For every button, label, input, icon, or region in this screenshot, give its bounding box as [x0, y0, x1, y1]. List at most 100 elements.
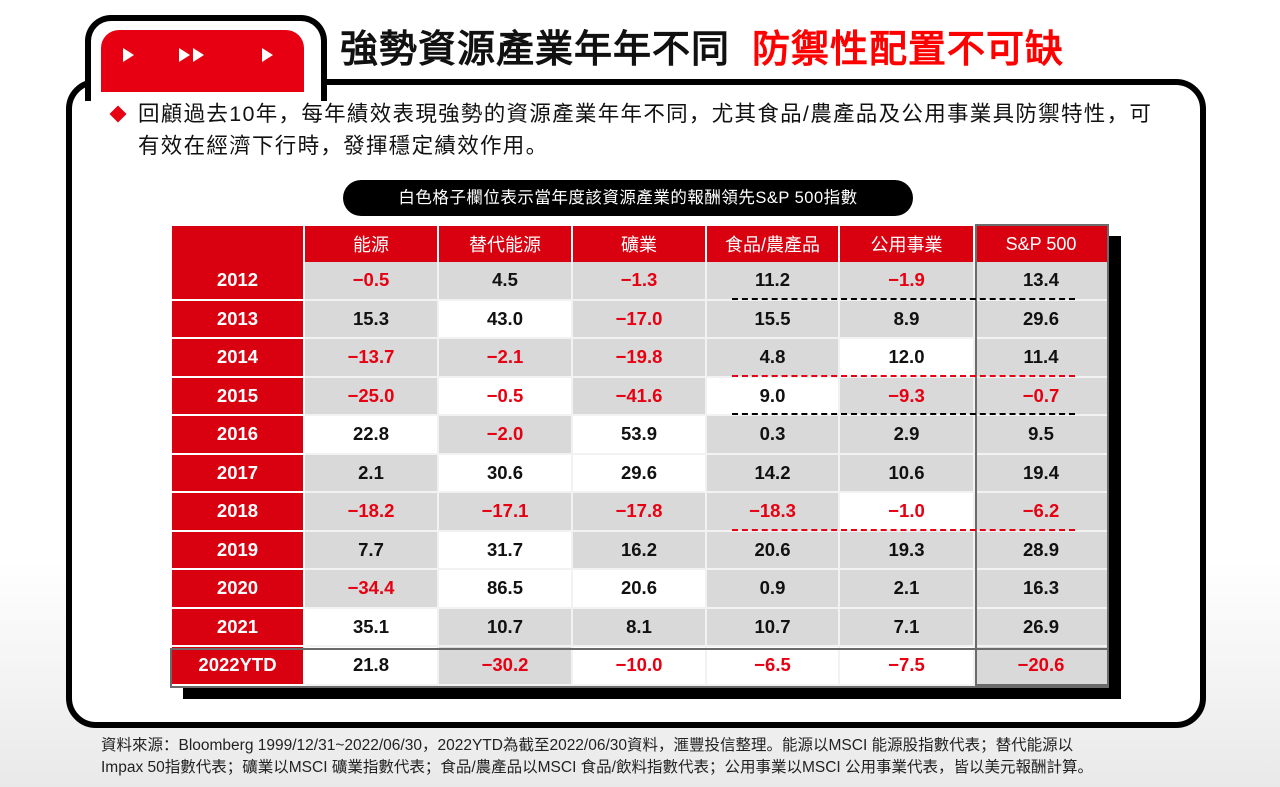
return-cell: 26.9	[975, 608, 1109, 647]
title-tab	[101, 30, 304, 92]
return-cell: 29.6	[573, 454, 707, 493]
footnote-line-2: Impax 50指數代表；礦業以MSCI 礦業指數代表；食品/農產品以MSCI …	[101, 759, 1094, 776]
return-cell: −0.7	[975, 377, 1109, 416]
table-row: 2021 35.1 10.7 8.1 10.7 7.1 26.9	[172, 608, 1109, 647]
source-footnote: 資料來源：Bloomberg 1999/12/31~2022/06/30，202…	[101, 735, 1201, 779]
return-cell: −7.5	[840, 647, 975, 686]
return-cell: 2.9	[840, 416, 975, 455]
return-cell: 86.5	[439, 570, 573, 609]
return-cell: −18.2	[305, 493, 439, 532]
column-header: 能源	[305, 226, 439, 262]
return-cell: −6.2	[975, 493, 1109, 532]
return-cell: 8.9	[840, 300, 975, 339]
return-cell: 14.2	[707, 454, 840, 493]
return-cell: 9.0	[707, 377, 840, 416]
return-cell: 22.8	[305, 416, 439, 455]
return-cell: 7.1	[840, 608, 975, 647]
legend-pill: 白色格子欄位表示當年度該資源產業的報酬領先S&P 500指數	[343, 180, 913, 216]
return-cell: 0.9	[707, 570, 840, 609]
title-highlight: 防禦性配置不可缺	[752, 29, 1065, 71]
column-header: 公用事業	[840, 226, 975, 262]
return-cell: −1.3	[573, 262, 707, 301]
year-label: 2022YTD	[172, 647, 305, 686]
year-label: 2016	[172, 416, 305, 455]
year-label: 2013	[172, 300, 305, 339]
return-cell: 16.3	[975, 570, 1109, 609]
return-cell: 2.1	[840, 570, 975, 609]
fast-forward-icon	[179, 48, 190, 62]
year-label: 2019	[172, 531, 305, 570]
return-cell: −18.3	[707, 493, 840, 532]
return-cell: −19.8	[573, 339, 707, 378]
dashed-divider-red	[732, 374, 1075, 377]
return-cell: 2.1	[305, 454, 439, 493]
return-cell: −20.6	[975, 647, 1109, 686]
return-cell: 11.2	[707, 262, 840, 301]
return-cell: 10.7	[439, 608, 573, 647]
header-corner	[172, 226, 305, 262]
dashed-divider-black	[732, 413, 1075, 415]
return-cell: 12.0	[840, 339, 975, 378]
table-row: 2017 2.1 30.6 29.6 14.2 10.6 19.4	[172, 454, 1109, 493]
footnote-line-1: 資料來源：Bloomberg 1999/12/31~2022/06/30，202…	[101, 737, 1074, 754]
table-row: 2016 22.8 −2.0 53.9 0.3 2.9 9.5	[172, 416, 1109, 455]
year-label: 2018	[172, 493, 305, 532]
dashed-divider-black	[732, 297, 1075, 300]
table-row: 2012 −0.5 4.5 −1.3 11.2 −1.9 13.4	[172, 262, 1109, 301]
return-cell: 11.4	[975, 339, 1109, 378]
play-arrow-icon	[262, 48, 273, 62]
return-cell: 0.3	[707, 416, 840, 455]
return-cell: −10.0	[573, 647, 707, 686]
summary-text: 回顧過去10年，每年績效表現強勢的資源產業年年不同，尤其食品/農產品及公用事業具…	[138, 102, 1153, 158]
return-cell: −1.9	[840, 262, 975, 301]
return-cell: 19.4	[975, 454, 1109, 493]
table-row: 2013 15.3 43.0 −17.0 15.5 8.9 29.6	[172, 300, 1109, 339]
return-cell: 8.1	[573, 608, 707, 647]
fast-forward-icon-second	[193, 48, 204, 62]
return-cell: −17.1	[439, 493, 573, 532]
play-arrow-icon	[123, 48, 134, 62]
return-cell: 43.0	[439, 300, 573, 339]
return-cell: 7.7	[305, 531, 439, 570]
return-cell: −34.4	[305, 570, 439, 609]
return-cell: 21.8	[305, 647, 439, 686]
table-row: 2018 −18.2 −17.1 −17.8 −18.3 −1.0 −6.2	[172, 493, 1109, 532]
year-label: 2012	[172, 262, 305, 301]
return-cell: −6.5	[707, 647, 840, 686]
year-label: 2015	[172, 377, 305, 416]
column-header: S&P 500	[975, 226, 1109, 262]
table-row: 2020 −34.4 86.5 20.6 0.9 2.1 16.3	[172, 570, 1109, 609]
table-row: 2014 −13.7 −2.1 −19.8 4.8 12.0 11.4	[172, 339, 1109, 378]
return-cell: 10.7	[707, 608, 840, 647]
return-cell: −25.0	[305, 377, 439, 416]
return-cell: 9.5	[975, 416, 1109, 455]
table-row: 2022YTD 21.8 −30.2 −10.0 −6.5 −7.5 −20.6	[172, 647, 1109, 686]
column-header: 替代能源	[439, 226, 573, 262]
return-cell: 20.6	[573, 570, 707, 609]
return-cell: 19.3	[840, 531, 975, 570]
return-cell: 28.9	[975, 531, 1109, 570]
return-cell: −0.5	[305, 262, 439, 301]
year-label: 2020	[172, 570, 305, 609]
page-title: 強勢資源產業年年不同 防禦性配置不可缺	[340, 20, 1064, 80]
return-cell: 30.6	[439, 454, 573, 493]
year-label: 2017	[172, 454, 305, 493]
return-cell: −0.5	[439, 377, 573, 416]
return-cell: 4.5	[439, 262, 573, 301]
return-cell: −9.3	[840, 377, 975, 416]
return-cell: 35.1	[305, 608, 439, 647]
year-label: 2014	[172, 339, 305, 378]
table-row: 2015 −25.0 −0.5 −41.6 9.0 −9.3 −0.7	[172, 377, 1109, 416]
return-cell: 16.2	[573, 531, 707, 570]
table-row: 2019 7.7 31.7 16.2 20.6 19.3 28.9	[172, 531, 1109, 570]
title-main: 強勢資源產業年年不同	[340, 29, 731, 71]
column-header: 食品/農產品	[707, 226, 840, 262]
return-cell: 31.7	[439, 531, 573, 570]
return-cell: −41.6	[573, 377, 707, 416]
return-cell: −1.0	[840, 493, 975, 532]
return-cell: −2.1	[439, 339, 573, 378]
return-cell: −30.2	[439, 647, 573, 686]
return-cell: 4.8	[707, 339, 840, 378]
returns-table: 能源 替代能源 礦業 食品/農產品 公用事業 S&P 500 2012 −0.5 4.5 −1.3…	[172, 226, 1109, 686]
return-cell: 29.6	[975, 300, 1109, 339]
